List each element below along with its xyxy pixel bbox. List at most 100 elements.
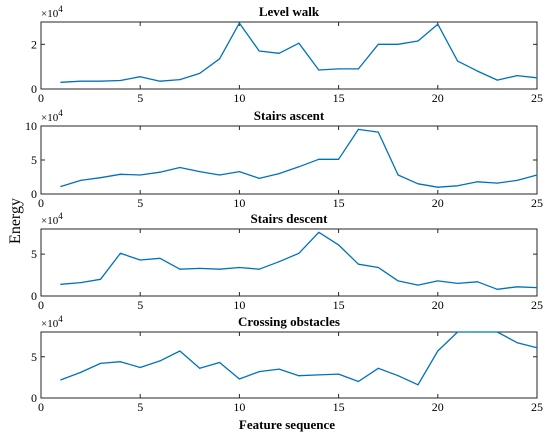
x-tick-label: 25 xyxy=(531,91,543,105)
data-point xyxy=(278,173,280,175)
data-point xyxy=(258,50,260,52)
data-point xyxy=(536,287,538,289)
x-tick-label: 15 xyxy=(333,298,345,312)
data-point xyxy=(99,278,102,280)
y-tick-label: 5 xyxy=(31,153,37,167)
x-tick-label: 10 xyxy=(233,91,245,105)
series-line xyxy=(60,22,538,83)
x-tick-label: 5 xyxy=(137,91,143,105)
data-point xyxy=(298,42,300,44)
data-point xyxy=(457,282,459,285)
data-point xyxy=(397,375,399,377)
data-point xyxy=(238,378,240,380)
data-point xyxy=(417,40,419,42)
data-point xyxy=(278,52,280,54)
data-point xyxy=(417,284,419,286)
data-point xyxy=(80,179,82,181)
panel-4: Crossing obstacles ×104 0 5 10 15 20 25 0 5 xyxy=(31,314,543,414)
data-point xyxy=(278,261,280,263)
data-point xyxy=(99,362,102,364)
data-point xyxy=(457,331,459,333)
data-point xyxy=(516,75,518,77)
data-point xyxy=(258,371,260,373)
x-tick-label: 20 xyxy=(432,298,444,312)
y-tick-label: 0 xyxy=(31,187,37,201)
y-tick-label: 5 xyxy=(31,350,37,364)
data-point xyxy=(159,360,161,362)
data-point xyxy=(80,282,82,284)
data-point xyxy=(516,179,518,181)
data-point xyxy=(199,170,201,173)
data-point xyxy=(119,361,121,363)
data-point xyxy=(298,252,300,254)
data-point xyxy=(457,185,459,187)
x-tick-label: 25 xyxy=(531,298,543,312)
data-point xyxy=(179,79,181,81)
data-point xyxy=(60,283,62,285)
plot-frame xyxy=(40,125,538,195)
data-point xyxy=(238,22,240,24)
data-point xyxy=(119,173,121,175)
plot-frame xyxy=(40,331,538,399)
data-point xyxy=(218,268,221,270)
data-point xyxy=(139,76,141,78)
data-point xyxy=(278,368,280,370)
data-point xyxy=(338,68,340,70)
data-point xyxy=(258,177,260,179)
data-point xyxy=(139,366,141,369)
data-point xyxy=(437,186,439,188)
data-point xyxy=(218,58,221,60)
data-point xyxy=(377,367,379,369)
x-tick-label: 0 xyxy=(38,400,44,414)
plot-frame xyxy=(40,21,538,90)
data-point xyxy=(357,68,360,70)
x-tick-label: 10 xyxy=(233,400,245,414)
data-point xyxy=(60,185,62,188)
data-point xyxy=(338,373,340,375)
data-point xyxy=(179,166,181,169)
data-point xyxy=(496,288,498,290)
data-point xyxy=(437,280,439,282)
data-point xyxy=(238,170,240,173)
x-tick-label: 10 xyxy=(233,298,245,312)
y-exponent-label: ×104 xyxy=(41,211,63,227)
data-point xyxy=(159,257,161,259)
data-point xyxy=(536,174,538,176)
panel-title: Level walk xyxy=(259,4,320,19)
y-tick-label: 5 xyxy=(31,247,37,261)
x-tick-label: 15 xyxy=(333,91,345,105)
data-point xyxy=(318,69,320,71)
x-tick-label: 5 xyxy=(137,298,143,312)
x-tick-label: 5 xyxy=(137,400,143,414)
data-point xyxy=(179,268,181,270)
data-point xyxy=(318,374,320,376)
y-tick-label: 0 xyxy=(31,391,37,405)
data-point xyxy=(357,263,360,265)
data-point xyxy=(496,182,498,184)
data-point xyxy=(377,131,379,133)
data-point xyxy=(318,231,320,233)
data-point xyxy=(437,350,439,352)
data-point xyxy=(516,342,518,344)
data-point xyxy=(338,244,340,246)
data-point xyxy=(119,252,121,254)
data-point xyxy=(60,379,62,381)
series-line xyxy=(60,331,538,386)
x-axis-label: Feature sequence xyxy=(239,417,335,432)
data-point xyxy=(179,350,181,352)
data-point xyxy=(318,158,320,160)
panel-2: Stairs ascent ×104 0 5 10 15 20 25 0 5 10 xyxy=(25,108,543,210)
data-point xyxy=(298,166,300,168)
data-point xyxy=(496,331,498,333)
data-point xyxy=(80,371,82,374)
data-point xyxy=(476,181,479,183)
panel-title: Crossing obstacles xyxy=(238,314,340,329)
y-tick-label: 2 xyxy=(31,37,37,51)
data-point xyxy=(199,267,201,269)
y-exponent-label: ×104 xyxy=(41,108,63,124)
x-tick-label: 0 xyxy=(38,196,44,210)
data-point xyxy=(338,158,340,160)
data-point xyxy=(60,81,62,83)
x-tick-label: 20 xyxy=(432,91,444,105)
